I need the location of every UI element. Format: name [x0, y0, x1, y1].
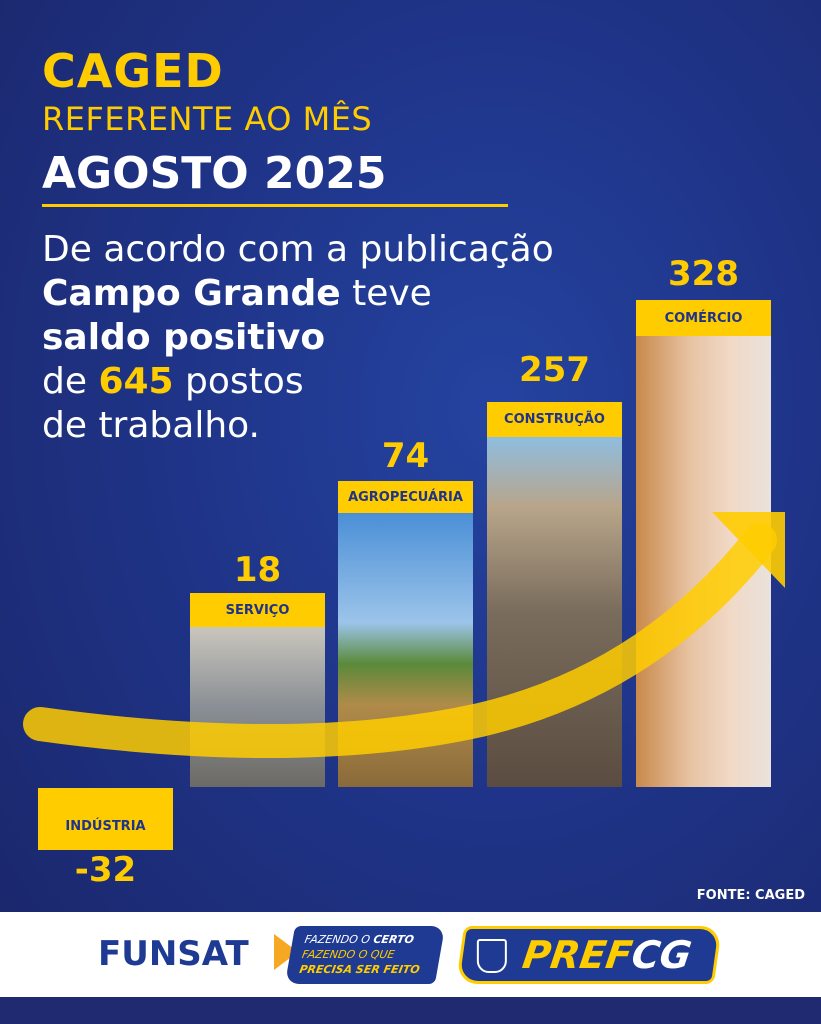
description: De acordo com a publicação Campo Grande …: [42, 228, 662, 448]
bar-photo-office-worker: [190, 627, 325, 787]
title: CAGED: [42, 44, 224, 98]
desc-text: de: [42, 361, 99, 402]
desc-line: Campo Grande teve: [42, 272, 662, 316]
bar-value: 74: [381, 436, 430, 476]
slogan-line: PRECISA SER FEITO: [298, 963, 421, 976]
trend-arrow-icon: [23, 512, 785, 759]
slogan-line: FAZENDO O QUE: [300, 948, 396, 961]
divider: [42, 204, 508, 207]
funsat-logo: FUNSAT: [98, 934, 249, 974]
logo-text: PREF: [519, 933, 636, 977]
saldo: saldo positivo: [42, 317, 326, 358]
desc-line: de 645 postos: [42, 360, 662, 404]
subtitle: REFERENTE AO MÊS: [42, 100, 373, 138]
source-note: FONTE: CAGED: [696, 888, 805, 903]
city: Campo Grande: [42, 273, 341, 314]
bar-value: 328: [668, 254, 739, 294]
desc-line: de trabalho.: [42, 405, 260, 446]
bar-value: -32: [74, 850, 137, 890]
bar-label: SERVIÇO: [190, 593, 325, 627]
city-crest-icon: [476, 939, 507, 973]
bottom-band: [0, 997, 821, 1024]
prefcg-logo: PREFCG: [455, 926, 723, 984]
logo-text: CG: [628, 933, 695, 977]
desc-text: postos: [173, 361, 304, 402]
slogan-text: FAZENDO O: [303, 933, 375, 946]
slogan-line: FAZENDO O CERTO: [303, 932, 432, 947]
desc-line: saldo positivo: [42, 316, 662, 360]
month-heading: AGOSTO 2025: [42, 148, 387, 199]
desc-text: teve: [340, 273, 432, 314]
slogan-text: CERTO: [372, 933, 416, 946]
slogan-badge: FAZENDO O CERTO FAZENDO O QUE PRECISA SE…: [284, 926, 446, 984]
bar-value: 257: [519, 350, 590, 390]
bar-value: 18: [233, 550, 282, 590]
desc-line: De acordo com a publicação: [42, 229, 554, 270]
bar-label: AGROPECUÁRIA: [338, 481, 473, 513]
bar-label: COMÉRCIO: [636, 300, 771, 336]
bar-label: INDÚSTRIA: [38, 788, 173, 850]
total-jobs: 645: [98, 361, 174, 402]
bar-label: CONSTRUÇÃO: [487, 402, 622, 437]
footer: FUNSAT FAZENDO O CERTO FAZENDO O QUE PRE…: [0, 912, 821, 997]
